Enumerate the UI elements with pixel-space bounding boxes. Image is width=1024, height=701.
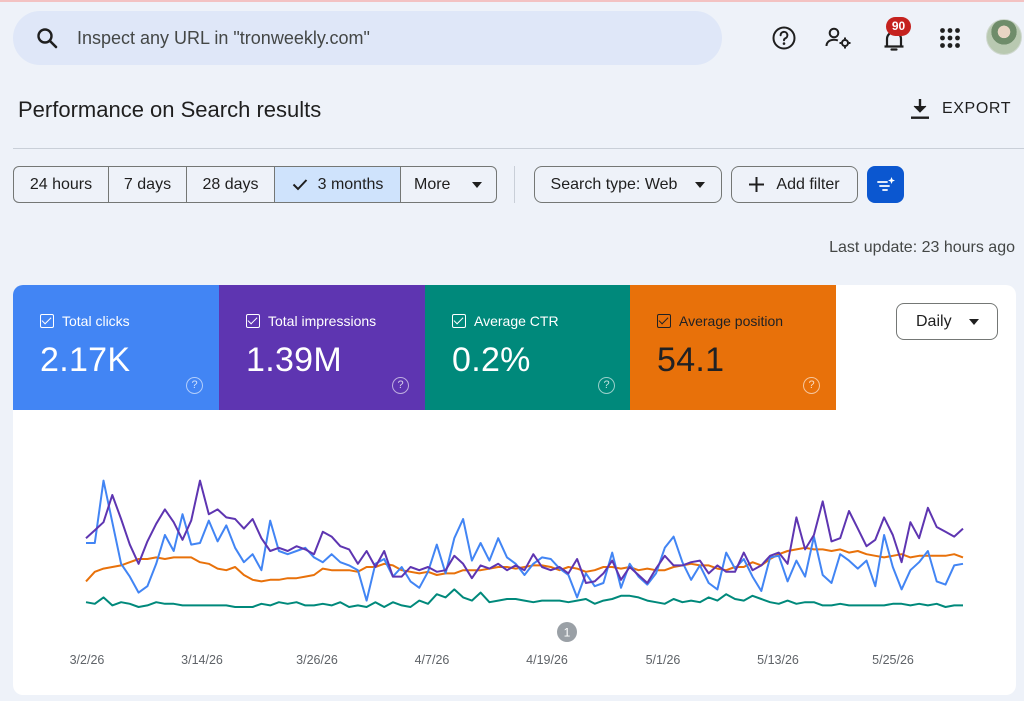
ai-filter-button[interactable] xyxy=(867,166,904,203)
add-filter-button[interactable]: Add filter xyxy=(731,166,858,203)
range-label: 28 days xyxy=(202,175,259,193)
metric-label: Average CTR xyxy=(474,313,559,329)
granularity-dropdown[interactable]: Daily xyxy=(896,303,998,340)
range-more-dropdown[interactable]: More xyxy=(401,167,496,202)
plus-icon xyxy=(749,177,765,192)
help-icon[interactable] xyxy=(770,24,798,52)
range-label: 7 days xyxy=(123,175,172,193)
checkbox-icon[interactable] xyxy=(657,314,671,328)
series-line-average-ctr xyxy=(85,588,963,608)
apps-grid-icon[interactable] xyxy=(936,24,964,52)
search-type-dropdown[interactable]: Search type: Web xyxy=(534,166,722,203)
page-title: Performance on Search results xyxy=(18,97,322,122)
metric-label: Average position xyxy=(679,313,784,329)
metric-label-row: Average CTR xyxy=(452,313,559,329)
caret-down-icon xyxy=(695,181,706,188)
range-label: 24 hours xyxy=(29,175,93,193)
metric-label-row: Total clicks xyxy=(40,313,130,329)
x-tick-label: 4/19/26 xyxy=(526,653,568,667)
metric-value: 1.39M xyxy=(246,341,342,379)
checkmark-icon xyxy=(292,179,307,191)
granularity-label: Daily xyxy=(916,312,952,330)
annotation-marker[interactable]: 1 xyxy=(557,622,577,642)
metric-average-position[interactable]: Average position 54.1 ? xyxy=(630,285,836,410)
top-border xyxy=(0,0,1024,2)
series-line-total-impressions xyxy=(85,479,964,584)
range-7-days[interactable]: 7 days xyxy=(109,167,187,202)
checkbox-icon[interactable] xyxy=(452,314,466,328)
x-tick-label: 3/14/26 xyxy=(181,653,223,667)
series-line-total-clicks xyxy=(86,479,964,602)
search-bar[interactable] xyxy=(13,11,722,65)
metric-value: 0.2% xyxy=(452,341,531,379)
svg-text:1: 1 xyxy=(564,626,571,640)
metric-label-row: Total impressions xyxy=(246,313,376,329)
search-type-label: Search type: Web xyxy=(550,175,678,193)
download-icon xyxy=(911,99,929,119)
metric-value: 2.17K xyxy=(40,341,131,379)
metric-total-impressions[interactable]: Total impressions 1.39M ? xyxy=(219,285,425,410)
notification-badge: 90 xyxy=(886,17,911,36)
last-update-text: Last update: 23 hours ago xyxy=(829,239,1015,256)
filter-sparkle-icon xyxy=(876,176,895,191)
metric-average-ctr[interactable]: Average CTR 0.2% ? xyxy=(425,285,631,410)
metric-label-row: Average position xyxy=(657,313,783,329)
x-tick-label: 3/26/26 xyxy=(296,653,338,667)
help-icon[interactable]: ? xyxy=(803,377,820,394)
search-icon xyxy=(37,28,58,49)
range-24-hours[interactable]: 24 hours xyxy=(14,167,109,202)
range-3-months[interactable]: 3 months xyxy=(275,167,401,202)
x-tick-label: 5/1/26 xyxy=(646,653,681,667)
help-icon[interactable]: ? xyxy=(186,377,203,394)
export-label: EXPORT xyxy=(942,100,1012,117)
checkbox-icon[interactable] xyxy=(40,314,54,328)
range-28-days[interactable]: 28 days xyxy=(187,167,275,202)
caret-down-icon xyxy=(969,318,979,325)
avatar[interactable] xyxy=(986,19,1022,55)
checkbox-icon[interactable] xyxy=(246,314,260,328)
help-icon[interactable]: ? xyxy=(392,377,409,394)
range-label: More xyxy=(414,175,451,193)
performance-chart: 1 3/2/26 3/14/26 3/26/26 4/7/26 4/19/26 5/1/26… xyxy=(70,479,964,667)
export-button[interactable]: EXPORT xyxy=(910,98,1011,120)
x-tick-label: 4/7/26 xyxy=(415,653,450,667)
add-filter-label: Add filter xyxy=(776,175,840,193)
x-tick-label: 5/13/26 xyxy=(757,653,799,667)
help-icon[interactable]: ? xyxy=(598,377,615,394)
metric-label: Total clicks xyxy=(62,313,130,329)
performance-card: Total clicks 2.17K ? Total impressions 1… xyxy=(13,285,1016,695)
toolbar-separator xyxy=(514,166,515,203)
x-tick-label: 3/2/26 xyxy=(70,653,105,667)
metric-total-clicks[interactable]: Total clicks 2.17K ? xyxy=(13,285,219,410)
metric-label: Total impressions xyxy=(268,313,377,329)
metric-value: 54.1 xyxy=(657,341,725,379)
divider xyxy=(13,148,1024,149)
caret-down-icon xyxy=(472,181,483,188)
search-input[interactable] xyxy=(77,11,677,65)
user-settings-icon[interactable] xyxy=(824,24,852,52)
range-label: 3 months xyxy=(317,175,384,193)
x-tick-label: 5/25/26 xyxy=(872,653,914,667)
series-line-average-position xyxy=(85,546,964,583)
date-range-selector: 24 hours 7 days 28 days 3 months More xyxy=(13,166,497,203)
